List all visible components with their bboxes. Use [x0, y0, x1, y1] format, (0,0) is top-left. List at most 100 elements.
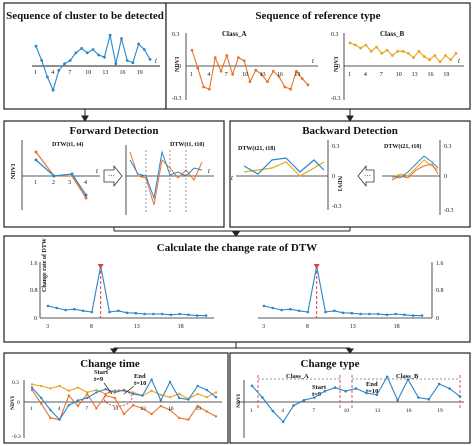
ct-cluster-point	[187, 398, 190, 401]
class-b-point	[380, 52, 384, 55]
ct-cluster-point	[113, 391, 117, 394]
x-tick-label: 19	[443, 72, 449, 78]
ctype-cluster-point	[406, 378, 410, 381]
title-change-time: Change time	[80, 358, 140, 370]
ctype-cluster-point	[261, 396, 264, 399]
svg-text:0: 0	[337, 64, 340, 70]
x-tick-label: 4	[207, 72, 210, 78]
svg-text:-0.3: -0.3	[331, 96, 341, 102]
rate-peak-marker	[97, 264, 104, 269]
x-tick-label: 13	[350, 324, 356, 330]
x-tick-label: 7	[225, 72, 228, 78]
ctype-cluster-point	[354, 387, 358, 390]
ct-cluster-point	[30, 386, 34, 389]
svg-text:DTW(t1, t4): DTW(t1, t4)	[52, 141, 83, 148]
svg-text:t: t	[208, 167, 211, 175]
ct-cluster-point	[49, 408, 52, 412]
arrows-row2	[113, 227, 351, 237]
x-tick-label: 19	[437, 408, 443, 414]
svg-text:Start: Start	[94, 369, 109, 376]
class-a-point	[295, 69, 298, 73]
cluster-point	[120, 37, 123, 40]
class-a-chart: Class_A 0.3 0 -0.3 NDVI t 1 4 7 10 13 16 19	[172, 30, 318, 102]
cluster-point	[97, 53, 101, 57]
ct-cluster-point	[205, 388, 208, 392]
class-b-label: Class_B	[380, 30, 404, 38]
ct-class-a-point	[214, 415, 218, 418]
svg-text:0.8: 0.8	[436, 288, 444, 294]
ct-cluster-point	[141, 394, 144, 397]
class-a-point	[277, 75, 281, 78]
class-a-point	[196, 66, 200, 70]
rate-point	[116, 309, 120, 313]
svg-text:t: t	[231, 174, 234, 182]
rate-point	[420, 314, 424, 317]
title-change-type: Change type	[301, 358, 360, 370]
class-b-point	[401, 49, 405, 53]
class-a-point	[271, 69, 275, 73]
class-b-point	[428, 58, 431, 62]
cluster-point	[125, 59, 129, 62]
ct-class-a-point	[187, 418, 190, 421]
ct-class-a-point	[86, 392, 89, 396]
ct-cluster-point	[67, 404, 71, 407]
ct-class-a-point	[159, 404, 162, 408]
ct-cluster-point	[104, 388, 107, 391]
svg-text:1: 1	[34, 180, 37, 186]
x-tick-label: 18	[178, 324, 184, 330]
ct-class-a-point	[30, 388, 34, 392]
ct-class-b-point	[205, 396, 208, 399]
class-b-point	[359, 46, 362, 50]
ct-cluster-point	[178, 396, 181, 400]
svg-text:0: 0	[436, 316, 439, 322]
svg-text:-0.3: -0.3	[172, 96, 182, 102]
ct-cluster-point	[40, 396, 43, 400]
ct-cluster-point	[150, 378, 153, 381]
ct-cluster-point	[132, 392, 135, 396]
cluster-point	[114, 62, 118, 66]
svg-text:t=9: t=9	[94, 376, 104, 383]
svg-text:0: 0	[178, 64, 181, 70]
class-a-point	[190, 48, 194, 52]
x-tick-label: 1	[250, 408, 253, 414]
ctype-cluster-point	[448, 387, 451, 390]
cluster-point	[74, 51, 78, 55]
rate-point	[90, 310, 94, 314]
rate-point	[350, 311, 354, 315]
class-b-point	[375, 45, 378, 49]
rate-point	[385, 313, 389, 317]
svg-text:0: 0	[17, 400, 20, 406]
ct-cluster-point	[95, 391, 98, 394]
class-a-point	[237, 56, 240, 59]
x-tick-label: 1	[190, 72, 193, 78]
rate-point	[46, 304, 50, 308]
ctype-cluster-point	[250, 384, 254, 388]
svg-text:Start: Start	[312, 384, 327, 391]
class-a-label: Class_A	[222, 30, 247, 38]
svg-text:2: 2	[52, 180, 55, 186]
change-time-chart: 0.3 0 -0.3 NDVI 1 4 7 10 13 16 19 Start t=9 En…	[10, 369, 222, 440]
rate-point	[394, 312, 397, 316]
x-tick-label: 10	[242, 72, 248, 78]
svg-text:NDVI: NDVI	[11, 163, 17, 179]
x-tick-label: 16	[428, 72, 434, 78]
ct-class-b-point	[40, 384, 43, 388]
title-forward: Forward Detection	[70, 125, 159, 137]
ct-class-a-point	[113, 396, 117, 400]
class-a-point	[231, 73, 235, 76]
class-a-point	[219, 69, 223, 73]
cluster-point	[103, 55, 106, 59]
title-rate: Calculate the change rate of DTW	[157, 242, 317, 254]
ct-class-a-point	[141, 407, 144, 410]
ctype-cluster-point	[333, 386, 337, 389]
rate-point	[403, 313, 406, 317]
x-tick-label: 16	[406, 408, 412, 414]
cluster-point	[63, 62, 66, 66]
rate-point	[204, 314, 208, 317]
ct-class-b-point	[178, 392, 181, 396]
ct-class-a-point	[168, 408, 172, 412]
change-type-chart: NDVI Class_A Class_B Start t=9 End t=10 …	[236, 373, 464, 438]
x-tick-label: 8	[90, 324, 93, 330]
title-backward: Backward Detection	[302, 125, 398, 137]
